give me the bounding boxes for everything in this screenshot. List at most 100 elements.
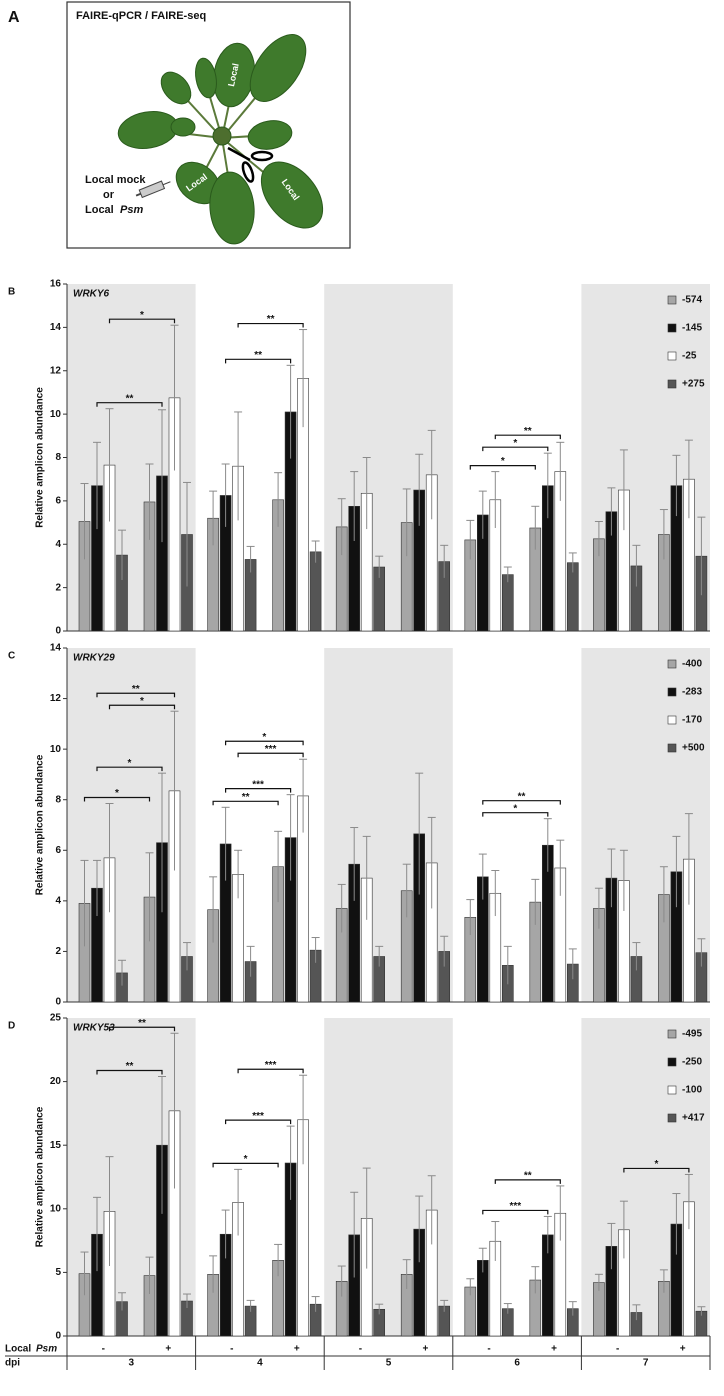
legend-swatch xyxy=(667,351,677,361)
significance-label: * xyxy=(140,696,144,707)
error-bar xyxy=(170,710,179,871)
y-tick-label: 14 xyxy=(50,643,62,654)
legend-label: -574 xyxy=(682,295,702,306)
legend-label: +417 xyxy=(682,1113,705,1124)
significance-bracket xyxy=(225,788,292,793)
error-bar xyxy=(145,852,154,942)
error-bar xyxy=(274,1243,283,1277)
error-bar xyxy=(672,835,681,908)
y-tick-label: 15 xyxy=(50,1140,62,1151)
error-bar xyxy=(221,463,230,527)
significance-label: * xyxy=(115,788,119,799)
error-bar xyxy=(80,483,89,560)
significance-bracket xyxy=(108,1026,176,1032)
error-bar xyxy=(234,1168,243,1236)
error-bar xyxy=(311,1296,320,1312)
error-bar xyxy=(80,1251,89,1296)
error-bar xyxy=(684,813,693,905)
error-bar xyxy=(427,1175,436,1245)
error-bar xyxy=(145,1256,154,1295)
error-bar xyxy=(246,545,255,573)
error-bar xyxy=(619,449,628,531)
error-bar xyxy=(209,490,218,546)
error-bar xyxy=(491,471,500,528)
error-bar xyxy=(556,1185,565,1241)
significance-label: * xyxy=(513,438,517,449)
legend-swatch xyxy=(667,379,677,389)
scissors xyxy=(227,146,274,183)
significance-label: * xyxy=(140,310,144,321)
y-tick-label: 12 xyxy=(50,365,62,376)
significance-bracket xyxy=(96,402,163,407)
error-bar xyxy=(594,520,603,557)
significance-label: ** xyxy=(126,393,134,404)
error-bar xyxy=(375,945,384,967)
error-bar xyxy=(632,1304,641,1321)
significance-bracket xyxy=(96,692,176,698)
significance-bracket xyxy=(237,752,304,758)
bar xyxy=(309,551,322,632)
significance-bracket xyxy=(482,800,561,805)
error-bar xyxy=(246,1299,255,1312)
error-bar xyxy=(427,816,436,909)
significance-label: *** xyxy=(252,779,264,790)
significance-bracket xyxy=(482,1209,549,1215)
significance-label: ** xyxy=(254,350,262,361)
y-tick-label: 14 xyxy=(50,322,62,333)
leaves xyxy=(117,34,324,245)
error-bar xyxy=(531,1266,540,1294)
error-bar xyxy=(362,457,371,530)
y-tick-label: 0 xyxy=(55,1331,61,1342)
error-bar xyxy=(478,490,487,539)
significance-label: * xyxy=(501,456,505,467)
significance-bracket xyxy=(108,318,176,324)
significance-bracket xyxy=(96,1069,163,1075)
error-bar xyxy=(632,942,641,971)
error-bar xyxy=(478,1247,487,1273)
legend-label: +500 xyxy=(682,743,705,754)
legend-swatch xyxy=(667,743,677,753)
error-bar xyxy=(632,544,641,587)
error-bar xyxy=(350,827,359,901)
error-bar xyxy=(402,488,411,557)
y-tick-label: 25 xyxy=(50,1013,62,1024)
y-axis-label: Relative amplicon abundance xyxy=(35,754,46,895)
error-bar xyxy=(183,1293,191,1309)
error-bar xyxy=(299,1074,308,1165)
significance-bracket xyxy=(225,740,304,746)
error-bar xyxy=(619,849,628,911)
error-bar xyxy=(415,772,424,895)
legend-swatch xyxy=(667,323,677,333)
error-bar xyxy=(659,509,668,560)
error-bar xyxy=(466,899,475,935)
error-bar xyxy=(556,441,565,501)
significance-bracket xyxy=(494,1179,561,1184)
x-tick-label: - xyxy=(230,1344,233,1355)
error-bar xyxy=(246,945,255,977)
error-bar xyxy=(531,878,540,925)
error-bar xyxy=(286,1125,295,1200)
error-bar xyxy=(543,1215,552,1254)
significance-label: * xyxy=(244,1154,248,1165)
group-label: 3 xyxy=(129,1358,135,1369)
y-tick-label: 2 xyxy=(55,582,61,593)
error-bar xyxy=(684,1173,693,1230)
significance-bracket xyxy=(83,796,151,802)
x-tick-label: + xyxy=(551,1344,557,1355)
y-tick-label: 0 xyxy=(55,626,61,637)
treatment-label: or xyxy=(103,189,115,201)
legend-label: -400 xyxy=(682,659,702,670)
error-bar xyxy=(659,866,668,923)
error-bar xyxy=(337,498,346,556)
x-tick-label: + xyxy=(294,1344,300,1355)
error-bar xyxy=(170,324,179,471)
error-bar xyxy=(234,411,243,521)
error-bar xyxy=(415,453,424,526)
significance-bracket xyxy=(469,464,536,470)
significance-label: *** xyxy=(265,744,277,755)
error-bar xyxy=(118,529,126,581)
significance-bracket xyxy=(482,446,549,452)
y-tick-label: 8 xyxy=(55,452,61,463)
y-tick-label: 20 xyxy=(50,1076,62,1087)
significance-label: *** xyxy=(252,1111,264,1122)
